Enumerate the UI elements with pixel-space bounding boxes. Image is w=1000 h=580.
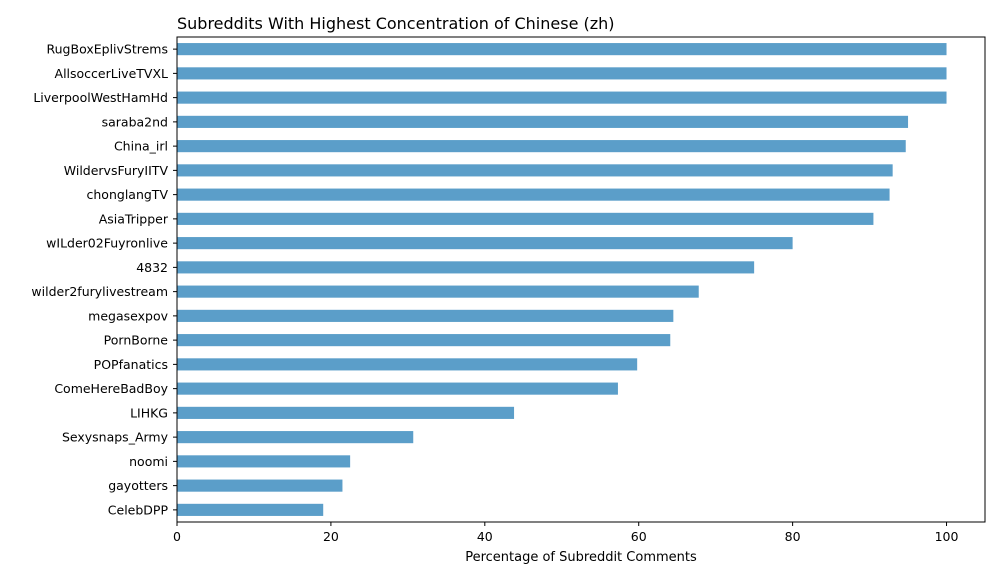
x-tick-label-5: 100 [935, 529, 959, 544]
bar-10 [177, 285, 699, 298]
y-tick-label-8: wILder02Fuyronlive [46, 236, 168, 251]
y-tick-label-19: CelebDPP [108, 502, 169, 517]
bar-3 [177, 115, 909, 128]
bar-14 [177, 382, 618, 395]
y-tick-label-7: AsiaTripper [99, 211, 169, 226]
plot-frame [176, 36, 986, 523]
y-tick-label-10: wilder2furylivestream [31, 284, 168, 299]
bar-4 [177, 140, 906, 153]
x-tick-label-2: 40 [477, 529, 493, 544]
bar-17 [177, 455, 351, 468]
bar-7 [177, 212, 874, 225]
bar-6 [177, 188, 890, 201]
y-tick-label-5: WildervsFuryIITV [64, 163, 169, 178]
x-tick-label-4: 80 [785, 529, 801, 544]
y-tick-label-12: PornBorne [104, 333, 169, 348]
bar-9 [177, 261, 755, 274]
y-tick-label-11: megasexpov [88, 308, 168, 323]
y-tick-label-1: AllsoccerLiveTVXL [55, 66, 169, 81]
y-tick-label-13: POPfanatics [94, 357, 168, 372]
y-tick-label-16: Sexysnaps_Army [62, 430, 169, 445]
bar-18 [177, 479, 343, 492]
bars-group [177, 43, 947, 516]
bar-12 [177, 334, 671, 347]
bar-8 [177, 237, 793, 250]
bar-1 [177, 67, 947, 80]
bar-5 [177, 164, 893, 177]
y-tick-label-9: 4832 [136, 260, 168, 275]
x-tick-label-1: 20 [323, 529, 339, 544]
y-tick-label-14: ComeHereBadBoy [54, 381, 168, 396]
bar-2 [177, 91, 947, 104]
y-tick-label-17: noomi [129, 454, 168, 469]
bar-15 [177, 406, 515, 419]
bar-11 [177, 309, 674, 322]
y-tick-label-18: gayotters [108, 478, 168, 493]
x-axis-label: Percentage of Subreddit Comments [465, 550, 697, 565]
y-tick-label-3: saraba2nd [102, 114, 168, 129]
x-tick-label-3: 60 [631, 529, 647, 544]
y-tick-label-0: RugBoxEplivStrems [47, 42, 168, 57]
bar-19 [177, 503, 324, 516]
bar-13 [177, 358, 638, 371]
y-tick-label-6: chonglangTV [87, 187, 169, 202]
x-ticks: 0 20 40 60 80 100 [173, 522, 958, 544]
y-tick-label-2: LiverpoolWestHamHd [33, 90, 168, 105]
y-tick-labels: RugBoxEplivStrems AllsoccerLiveTVXL Liverp… [31, 42, 177, 517]
y-tick-label-4: China_irl [114, 139, 168, 154]
y-tick-label-15: LIHKG [130, 405, 168, 420]
x-tick-label-0: 0 [173, 529, 181, 544]
chart-title: Subreddits With Highest Concentration of… [177, 14, 615, 33]
bar-0 [177, 43, 947, 56]
bar-16 [177, 431, 414, 444]
